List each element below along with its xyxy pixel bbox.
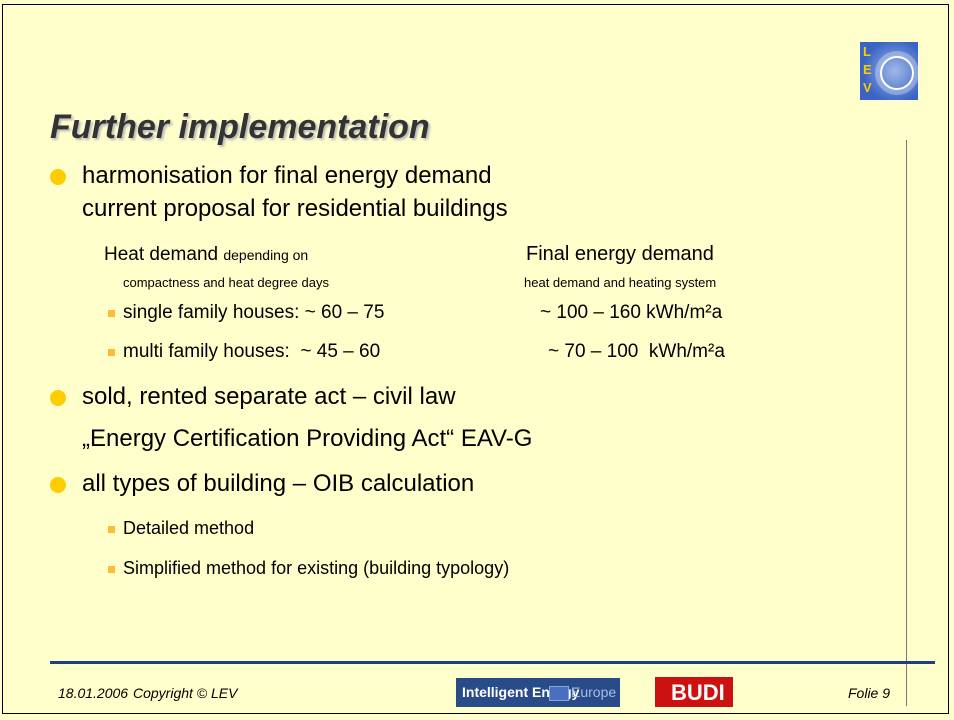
logo: L E V: [860, 42, 918, 100]
bullet: [50, 169, 66, 185]
logo-letter: L: [863, 44, 871, 59]
footer-folie: Folie 9: [848, 685, 891, 701]
heat-note: depending on: [223, 247, 309, 263]
budi-text: BUDI: [671, 680, 725, 705]
bullet-text: „Energy Certification Providing Act“ EAV…: [82, 425, 533, 452]
bullet-text: all types of building – OIB calculation: [82, 470, 475, 497]
bullet: [50, 477, 66, 493]
footer-date: 18.01.2006: [58, 685, 129, 701]
heat-label: Heat demand: [104, 244, 219, 265]
vertical-rule: [906, 140, 907, 706]
footer-copyright: Copyright © LEV: [133, 685, 238, 701]
row-text: ~ 70 – 100 kWh/m²a: [548, 341, 725, 362]
sub-bullet: [108, 566, 115, 573]
logo-letter: V: [863, 80, 872, 95]
europe-text: Europe: [571, 684, 617, 700]
row-text: ~ 100 – 160 kWh/m²a: [540, 302, 723, 323]
logo-letter: E: [863, 62, 872, 77]
heat-label: Heat demand depending on: [104, 244, 308, 266]
heat-note: compactness and heat degree days: [123, 275, 329, 290]
budi-logo: BUDI: [655, 677, 733, 707]
eu-flag: [549, 686, 569, 701]
sub-text: Simplified method for existing (building…: [123, 558, 510, 578]
bullet: [50, 390, 66, 406]
sub-bullet: [108, 349, 115, 356]
row-text: single family houses: ~ 60 – 75: [123, 302, 385, 323]
frame: [2, 4, 949, 714]
title: Further implementation: [50, 108, 430, 146]
bullet-text: sold, rented separate act – civil law: [82, 383, 456, 410]
final-note: heat demand and heating system: [524, 275, 717, 290]
sub-bullet: [108, 526, 115, 533]
ie-logo: Intelligent Energy Europe: [456, 678, 620, 707]
footer-rule: [50, 661, 935, 664]
row-text: multi family houses: ~ 45 – 60: [123, 341, 381, 362]
bullet-text: harmonisation for final energy demand: [82, 162, 492, 189]
sub-bullet: [108, 310, 115, 317]
sub-text: Detailed method: [123, 518, 255, 538]
bullet-text: current proposal for residential buildin…: [82, 195, 508, 222]
logo-rings: [880, 56, 914, 90]
final-label: Final energy demand: [526, 243, 714, 265]
